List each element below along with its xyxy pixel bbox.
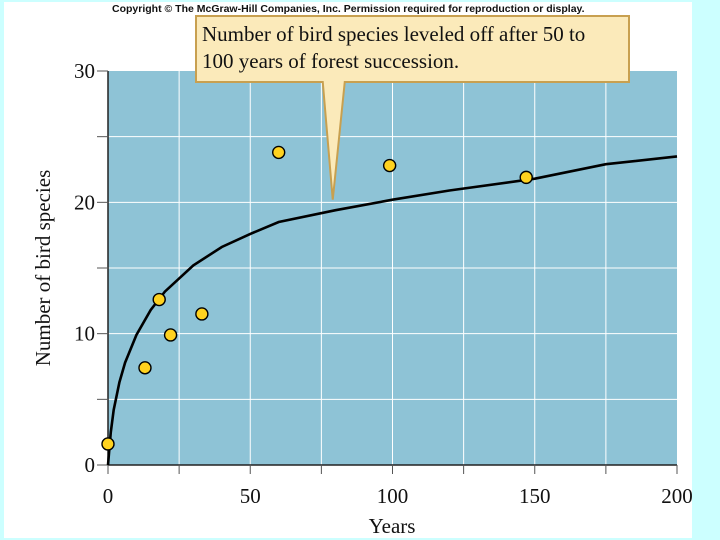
data-point (195, 307, 209, 321)
tick-labels: 0 50 100 150 200 0 10 20 30 (74, 59, 692, 508)
data-point (272, 145, 286, 160)
y-tick-label: 10 (74, 322, 95, 346)
gridlines (108, 71, 677, 465)
trend-curve (106, 155, 678, 466)
y-tick-label: 0 (85, 453, 96, 477)
x-tick-label: 200 (661, 484, 692, 508)
slide: Copyright © The McGraw-Hill Companies, I… (4, 2, 692, 538)
data-point (138, 361, 152, 375)
y-tick-label: 20 (74, 190, 95, 214)
callout-text-line1: Number of bird species leveled off after… (202, 22, 585, 46)
x-tick-label: 150 (519, 484, 551, 508)
data-point (152, 292, 166, 307)
bird-species-chart: 0 50 100 150 200 0 10 20 30 Years Number of bird… (31, 15, 692, 538)
x-tick-label: 50 (240, 484, 261, 508)
callout-box (195, 15, 630, 200)
y-axis-label: Number of bird species (31, 170, 55, 367)
data-point (519, 170, 533, 185)
copyright-notice: Copyright © The McGraw-Hill Companies, I… (112, 3, 585, 15)
x-tick-label: 100 (377, 484, 409, 508)
data-point (163, 328, 178, 342)
data-points (101, 145, 533, 451)
data-point (382, 158, 397, 173)
y-tick-label: 30 (74, 59, 95, 83)
x-axis-label: Years (369, 514, 416, 538)
annotation-callout: Number of bird species leveled off after… (195, 15, 630, 200)
x-tick-label: 0 (103, 484, 114, 508)
data-point (101, 437, 115, 451)
tick-marks (97, 70, 678, 474)
callout-text-line2: 100 years of forest succession. (202, 49, 459, 73)
